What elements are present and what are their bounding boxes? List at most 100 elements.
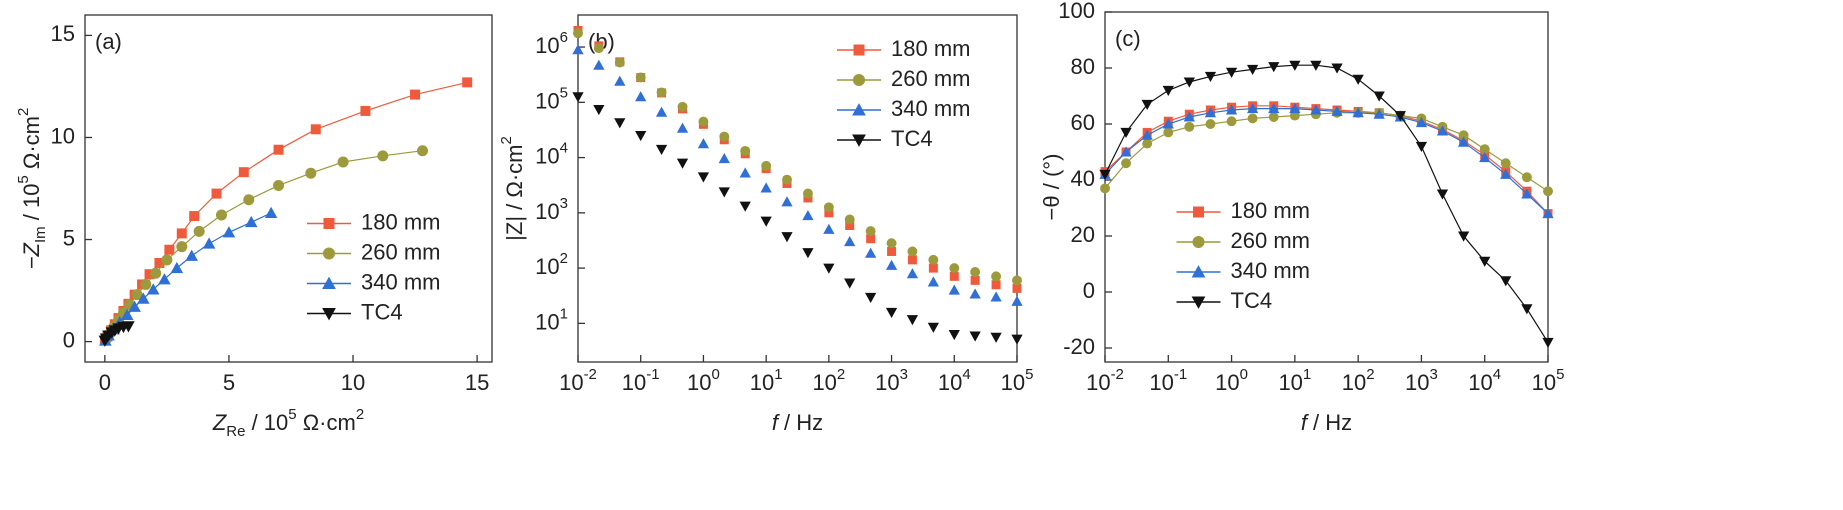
data-point [1225, 67, 1238, 78]
y-axis-label: |Z| / Ω·cm2 [498, 136, 526, 241]
legend-label: 340 mm [1231, 258, 1310, 283]
data-point [635, 91, 647, 102]
data-point [823, 202, 834, 213]
data-point [1500, 168, 1512, 179]
x-tick-label: 10-1 [1149, 366, 1187, 394]
data-point [1142, 138, 1153, 149]
label-part: f [1301, 410, 1310, 435]
y-tick-label: 10 [51, 123, 75, 148]
data-point [885, 259, 898, 270]
data-point [273, 179, 285, 191]
data-point [146, 283, 160, 295]
legend-marker [322, 308, 336, 321]
data-point [802, 248, 814, 259]
data-point [1247, 113, 1258, 124]
data-point [150, 267, 162, 279]
legend-label: 340 mm [361, 269, 440, 294]
data-point [677, 101, 688, 112]
data-point [305, 167, 317, 179]
data-point [1204, 107, 1217, 118]
y-tick-label: 20 [1071, 222, 1095, 247]
data-point [887, 246, 897, 256]
data-point [1184, 121, 1195, 132]
data-point [655, 106, 668, 117]
x-tick-label: 105 [1532, 366, 1565, 394]
label-part: 5 [15, 175, 32, 183]
data-point [273, 144, 284, 155]
data-point [1310, 60, 1322, 71]
y-tick-label: 104 [535, 140, 568, 168]
data-point [1162, 85, 1174, 97]
data-point [410, 89, 421, 100]
data-point [948, 329, 960, 341]
legend-label: TC4 [891, 126, 933, 151]
legend-marker [852, 103, 866, 116]
data-point [1436, 125, 1449, 136]
data-point [264, 206, 278, 218]
legend-marker [323, 218, 335, 229]
label-part: 5 [288, 406, 296, 423]
data-point [866, 234, 876, 244]
data-point [377, 150, 389, 162]
data-point [970, 275, 980, 285]
x-tick-label: 15 [465, 370, 489, 395]
data-point [907, 246, 918, 257]
label-part: −θ / (°) [1039, 154, 1064, 221]
plot-frame [1104, 11, 1549, 363]
data-point [844, 278, 856, 289]
data-point [823, 263, 835, 274]
data-point [760, 182, 772, 193]
data-point [1521, 188, 1533, 199]
y-tick-label: 106 [535, 30, 568, 58]
label-part: 2 [356, 406, 364, 423]
data-point [1012, 275, 1022, 286]
label-part: Ω·cm [19, 116, 44, 175]
data-point [1099, 169, 1111, 181]
data-point [844, 235, 856, 247]
legend-label: 260 mm [361, 239, 440, 264]
data-point [1457, 231, 1470, 242]
data-point [120, 308, 134, 321]
data-point [1457, 136, 1470, 147]
legend-marker [1191, 296, 1206, 309]
label-part: / 10 [19, 184, 44, 227]
data-point [1415, 141, 1428, 153]
data-point [635, 72, 646, 83]
data-point [1289, 60, 1301, 71]
data-point [655, 144, 668, 155]
data-point [740, 145, 751, 156]
x-tick-label: 10-2 [1086, 366, 1124, 394]
x-tick-label: 103 [1405, 366, 1438, 394]
data-point [1120, 127, 1132, 139]
legend-label: 180 mm [361, 209, 440, 234]
x-tick-label: 104 [1468, 366, 1501, 394]
data-point [164, 244, 175, 255]
data-point [1458, 130, 1469, 141]
label-part: Ω·cm [297, 410, 356, 435]
data-point [781, 232, 793, 243]
x-tick-label: 10-2 [559, 366, 597, 394]
data-point [1246, 64, 1259, 76]
data-point [1542, 337, 1554, 349]
data-point [1521, 304, 1533, 315]
data-point [635, 130, 647, 142]
data-point [1226, 116, 1237, 127]
data-point [1542, 207, 1554, 219]
data-point [676, 122, 689, 133]
x-tick-label: 101 [1278, 366, 1311, 394]
data-point [215, 209, 227, 221]
data-point [238, 167, 249, 178]
data-point [1100, 183, 1110, 194]
label-part: |Z| / Ω·cm [502, 145, 527, 241]
data-point [614, 118, 626, 129]
legend-label: 260 mm [891, 66, 970, 91]
data-point [137, 292, 150, 304]
data-point [739, 167, 751, 178]
data-point [128, 300, 141, 312]
data-point [1394, 111, 1406, 122]
x-tick-label: 102 [812, 366, 845, 394]
label-part: Im [32, 226, 49, 243]
x-axis-label: f / Hz [1301, 410, 1352, 435]
legend-marker [853, 44, 865, 56]
